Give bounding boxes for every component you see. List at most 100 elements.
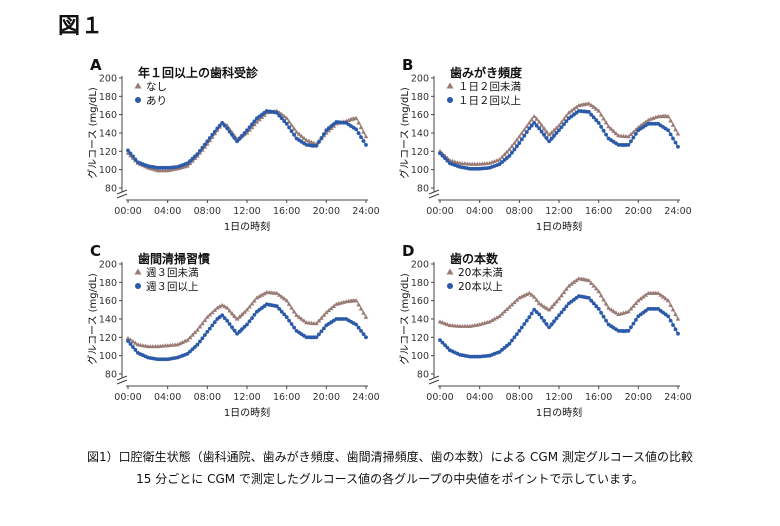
data-point (284, 121, 289, 126)
y-tick-label: 100 (99, 165, 117, 176)
data-point (286, 301, 292, 306)
data-point (284, 315, 289, 320)
data-point (212, 307, 218, 312)
y-axis-label: グルコース (mg/dL) (86, 273, 99, 365)
y-tick-label: 140 (411, 129, 429, 140)
data-point (319, 329, 324, 334)
data-point (442, 321, 448, 326)
x-tick-label: 04:00 (466, 392, 493, 403)
data-point (217, 304, 222, 309)
y-tick-label: 100 (411, 351, 429, 362)
data-point (598, 293, 604, 298)
data-point (529, 292, 534, 297)
data-point (529, 311, 534, 316)
data-point (356, 131, 361, 136)
data-point (232, 313, 237, 318)
data-point (512, 300, 517, 305)
data-point (552, 319, 556, 324)
data-point (546, 307, 552, 312)
panel-label: A (90, 56, 102, 74)
data-point (182, 338, 188, 343)
y-tick-label: 180 (99, 92, 117, 103)
panel-title: 歯みがき頻度 (450, 65, 523, 80)
data-point (655, 290, 661, 295)
x-tick-label: 20:00 (313, 392, 340, 403)
panel-title: 歯間清掃習慣 (138, 251, 210, 266)
axis-break-mark (428, 189, 440, 199)
data-point (529, 123, 534, 128)
data-point (175, 342, 180, 347)
y-axis-label: グルコース (mg/dL) (398, 87, 411, 179)
data-point (311, 140, 317, 145)
data-point (512, 147, 517, 152)
data-point (569, 281, 574, 286)
chart-panel-a: A 年１回以上の歯科受診 80 100 120 140 160 180 200 00:00 04:0… (86, 56, 380, 233)
data-point (504, 307, 510, 311)
data-point (317, 332, 321, 337)
data-point (539, 129, 544, 134)
panel-label: C (90, 242, 101, 260)
data-point (437, 319, 443, 324)
y-tick-label: 180 (411, 92, 429, 103)
series-line (127, 291, 367, 348)
data-point (509, 302, 515, 307)
data-point (512, 335, 517, 340)
data-point (304, 137, 309, 142)
data-point (203, 333, 207, 337)
data-point (551, 127, 557, 132)
data-point (294, 129, 299, 134)
data-point (239, 312, 245, 316)
data-point (586, 278, 592, 283)
data-point (588, 280, 594, 285)
x-tick-label: 12:00 (545, 392, 572, 403)
data-point (247, 304, 252, 309)
data-point (494, 315, 500, 320)
caption-line-1: 図1）口腔衛生状態（歯科通院、歯みがき頻度、歯間清掃頻度、歯の本数）による CG… (86, 450, 694, 464)
legend-label: あり (146, 95, 167, 107)
data-point (237, 136, 242, 141)
data-point (507, 154, 512, 158)
x-tick-label: 24:00 (664, 392, 691, 403)
data-point (522, 293, 527, 298)
data-point (641, 294, 646, 299)
legend-label: 20本未満 (458, 266, 503, 279)
data-point (596, 108, 601, 113)
data-point (279, 294, 284, 299)
data-point (589, 112, 594, 117)
data-point (559, 125, 564, 130)
data-point (660, 294, 666, 299)
data-point (522, 322, 527, 326)
data-point (356, 325, 361, 330)
data-point (643, 292, 649, 297)
data-point (663, 296, 668, 301)
data-point (353, 298, 359, 303)
data-point (150, 166, 156, 171)
data-point (235, 139, 240, 144)
data-point (522, 133, 527, 138)
x-tick-label: 24:00 (352, 392, 379, 403)
data-point (601, 297, 606, 302)
data-point (358, 125, 364, 130)
data-point (319, 136, 324, 140)
data-point (534, 310, 539, 314)
data-point (544, 129, 549, 134)
data-point (549, 130, 554, 135)
data-point (524, 318, 529, 323)
data-point (586, 110, 591, 114)
data-point (354, 127, 358, 132)
y-tick-label: 80 (105, 370, 117, 381)
data-point (544, 136, 549, 140)
data-point (301, 318, 307, 323)
legend-marker-triangle (134, 82, 142, 89)
data-point (227, 322, 232, 326)
y-tick-label: 100 (411, 165, 429, 176)
series-b: 20本以上 (438, 280, 680, 359)
data-point (519, 325, 524, 330)
y-axis-label: グルコース (mg/dL) (86, 87, 99, 179)
data-point (629, 325, 633, 330)
data-point (671, 323, 675, 327)
data-point (252, 298, 257, 303)
data-point (517, 295, 522, 300)
data-point (554, 316, 559, 321)
data-point (440, 320, 445, 325)
